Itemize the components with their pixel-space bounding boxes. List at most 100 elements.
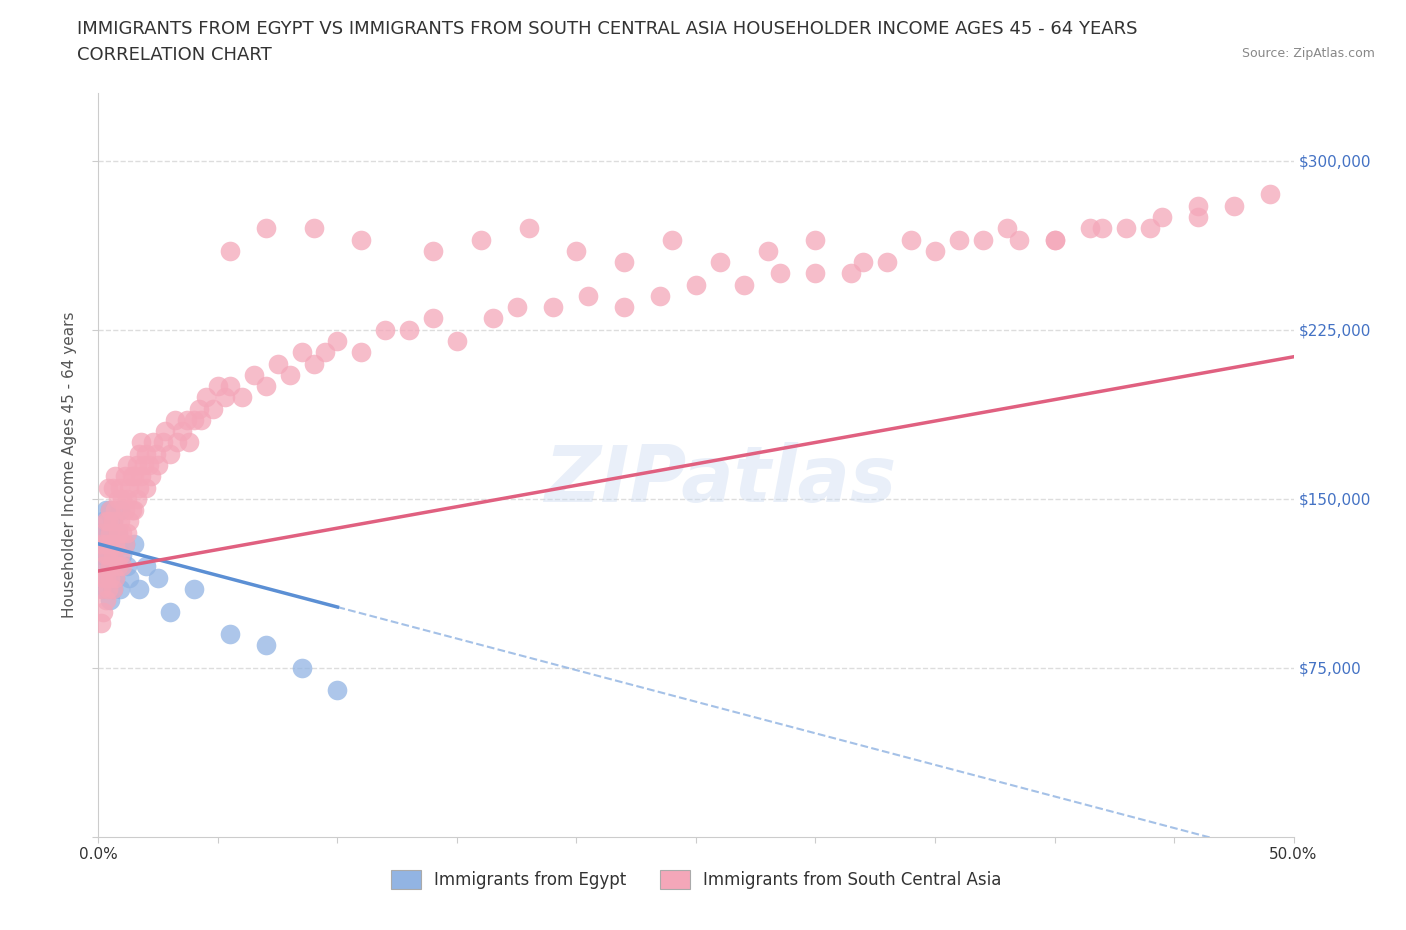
Point xyxy=(422,311,444,325)
Point xyxy=(101,514,124,529)
Point xyxy=(91,514,114,529)
Point xyxy=(124,502,146,517)
Point xyxy=(125,491,148,506)
Point xyxy=(108,548,131,563)
Point xyxy=(1080,220,1102,235)
Point xyxy=(108,514,131,529)
Point xyxy=(613,255,636,270)
Point xyxy=(254,220,277,235)
Point xyxy=(97,548,120,563)
Point xyxy=(517,220,540,235)
Point xyxy=(398,323,420,338)
Point xyxy=(91,570,114,585)
Point xyxy=(108,581,131,596)
Point xyxy=(481,311,505,325)
Point xyxy=(231,390,253,405)
Point xyxy=(1115,220,1137,235)
Point xyxy=(107,559,129,574)
Point xyxy=(142,435,165,450)
Point xyxy=(90,525,112,540)
Point xyxy=(101,548,124,563)
Point xyxy=(578,288,600,303)
Point xyxy=(155,424,177,439)
Point xyxy=(111,548,134,563)
Point xyxy=(114,537,136,551)
Point xyxy=(183,581,205,596)
Point xyxy=(101,480,124,495)
Point xyxy=(97,570,120,585)
Point xyxy=(114,537,136,551)
Point xyxy=(1152,209,1174,224)
Point xyxy=(111,559,134,574)
Point xyxy=(115,491,138,506)
Point xyxy=(176,413,198,428)
Point xyxy=(115,458,138,472)
Point xyxy=(125,458,148,472)
Point xyxy=(131,435,153,450)
Point xyxy=(104,537,127,551)
Point xyxy=(94,514,117,529)
Point xyxy=(98,502,122,517)
Point xyxy=(124,537,146,551)
Text: ZIPatlas: ZIPatlas xyxy=(544,442,896,518)
Point xyxy=(131,469,153,484)
Point xyxy=(446,334,468,349)
Point xyxy=(91,604,114,619)
Point xyxy=(733,277,755,292)
Point xyxy=(172,424,194,439)
Point xyxy=(107,491,129,506)
Point xyxy=(302,356,325,371)
Point xyxy=(90,616,112,631)
Point xyxy=(94,502,117,517)
Point xyxy=(948,232,970,247)
Point xyxy=(107,525,129,540)
Point xyxy=(924,244,946,259)
Point xyxy=(900,232,922,247)
Point xyxy=(1043,232,1066,247)
Point xyxy=(315,345,337,360)
Point xyxy=(422,244,444,259)
Point xyxy=(97,480,120,495)
Point xyxy=(302,220,325,235)
Point xyxy=(326,683,349,698)
Point xyxy=(326,334,349,349)
Point xyxy=(1258,187,1281,202)
Point xyxy=(350,345,373,360)
Point xyxy=(121,502,143,517)
Point xyxy=(768,266,790,281)
Point xyxy=(214,390,236,405)
Point xyxy=(114,502,136,517)
Point xyxy=(111,525,134,540)
Point xyxy=(104,570,127,585)
Point xyxy=(98,537,122,551)
Text: Source: ZipAtlas.com: Source: ZipAtlas.com xyxy=(1241,46,1375,60)
Point xyxy=(159,604,181,619)
Point xyxy=(98,570,122,585)
Point xyxy=(121,469,143,484)
Point xyxy=(90,581,112,596)
Point xyxy=(97,525,120,540)
Point xyxy=(179,435,201,450)
Point xyxy=(118,480,141,495)
Point xyxy=(124,469,146,484)
Point xyxy=(804,266,827,281)
Point xyxy=(138,458,160,472)
Point xyxy=(98,559,122,574)
Point xyxy=(128,446,150,461)
Point xyxy=(101,581,124,596)
Point xyxy=(115,525,138,540)
Point xyxy=(91,581,114,596)
Point xyxy=(661,232,683,247)
Point xyxy=(254,638,277,653)
Point xyxy=(163,413,186,428)
Point xyxy=(97,548,120,563)
Point xyxy=(183,413,205,428)
Point xyxy=(613,299,636,314)
Point xyxy=(254,379,277,393)
Point xyxy=(648,288,672,303)
Point xyxy=(291,660,314,675)
Point xyxy=(98,537,122,551)
Point xyxy=(756,244,779,259)
Point xyxy=(107,559,129,574)
Point xyxy=(104,570,127,585)
